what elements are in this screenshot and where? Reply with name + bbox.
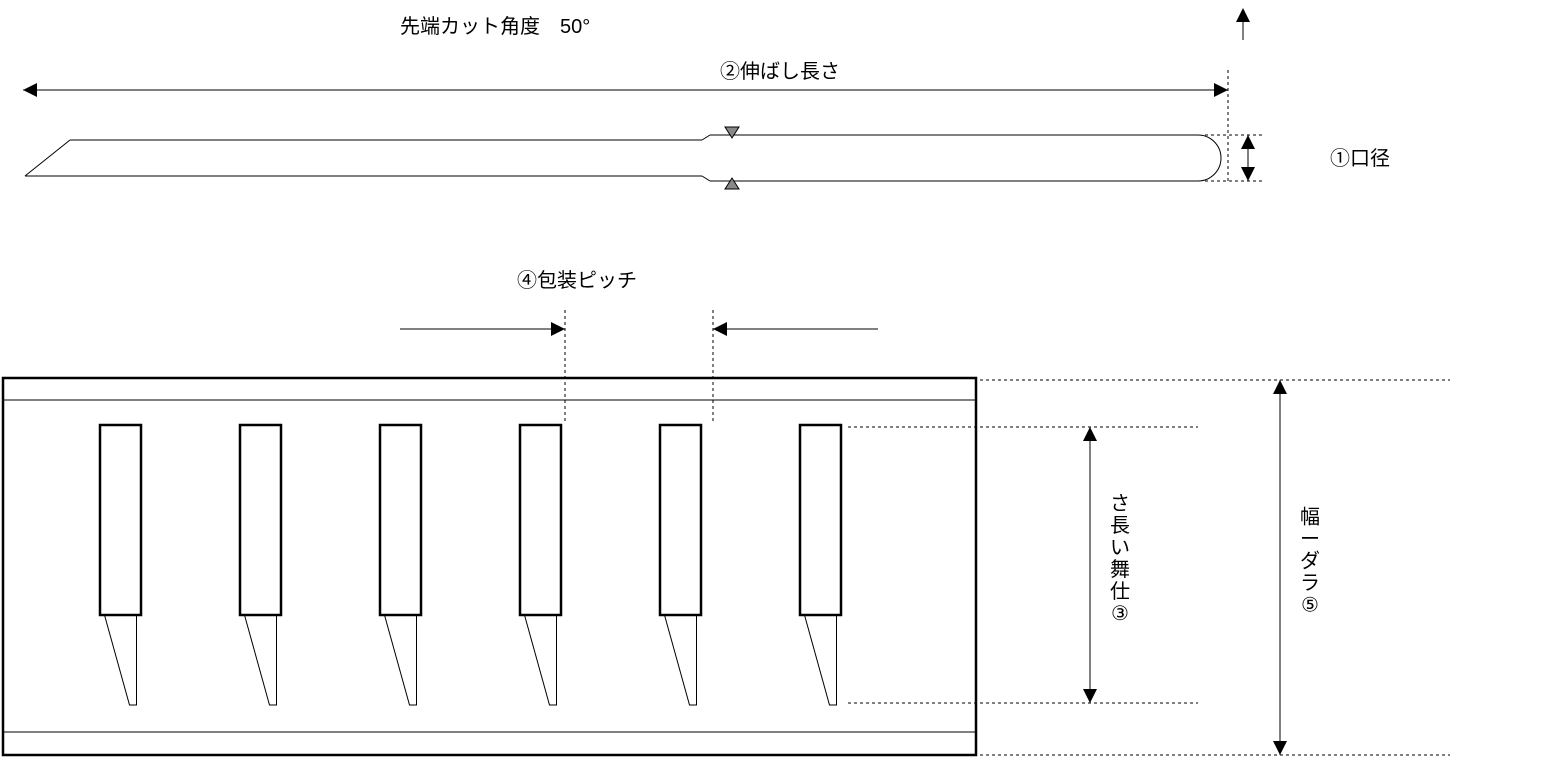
straw-outer xyxy=(240,425,281,615)
svg-text:長: 長 xyxy=(1110,515,1130,537)
svg-text:ー: ー xyxy=(1300,529,1320,551)
svg-text:幅: 幅 xyxy=(1300,506,1320,529)
label-stowed-length: ③仕舞い長さ xyxy=(1110,493,1130,625)
label-tip-angle: 先端カット角度 50° xyxy=(400,15,590,38)
straw-outer xyxy=(660,425,701,615)
svg-text:い: い xyxy=(1110,537,1130,559)
svg-text:⑤: ⑤ xyxy=(1301,595,1319,617)
straw-outer xyxy=(380,425,421,615)
label-package-pitch: ④包装ピッチ xyxy=(517,269,637,292)
straw-outer xyxy=(100,425,141,615)
label-bore: ①口径 xyxy=(1330,147,1390,170)
label-extended-length: ②伸ばし長さ xyxy=(720,60,840,83)
straw-outer xyxy=(520,425,561,615)
label-ladder-width: ⑤ラダー幅 xyxy=(1300,506,1320,617)
straw-outer xyxy=(800,425,841,615)
svg-text:舞: 舞 xyxy=(1110,558,1130,581)
svg-text:ラ: ラ xyxy=(1300,573,1320,595)
ladder-frame xyxy=(3,378,976,755)
svg-text:③: ③ xyxy=(1111,603,1129,625)
svg-text:さ: さ xyxy=(1110,493,1130,515)
svg-text:仕: 仕 xyxy=(1110,580,1130,603)
svg-text:ダ: ダ xyxy=(1300,550,1320,573)
